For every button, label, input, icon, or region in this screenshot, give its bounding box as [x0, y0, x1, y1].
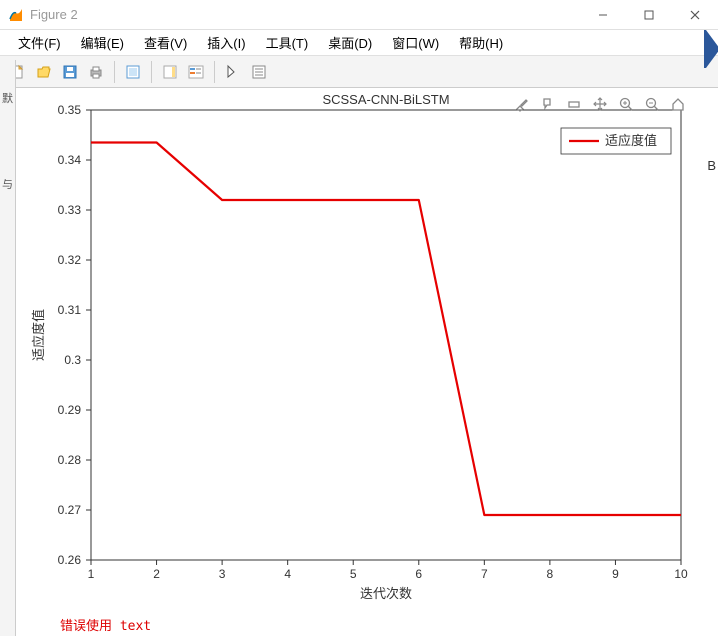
svg-text:2: 2 — [153, 567, 160, 581]
svg-text:0.29: 0.29 — [58, 403, 82, 417]
svg-text:适应度值: 适应度值 — [605, 133, 657, 148]
restore-view-icon[interactable] — [668, 94, 688, 114]
svg-text:7: 7 — [481, 567, 488, 581]
svg-text:适应度值: 适应度值 — [31, 309, 46, 361]
svg-text:0.32: 0.32 — [58, 253, 82, 267]
right-dock-edge — [704, 30, 718, 68]
toolbar-separator — [214, 61, 215, 83]
svg-text:0.33: 0.33 — [58, 203, 82, 217]
brush-icon[interactable] — [512, 94, 532, 114]
figure-window: Figure 2 文件(F) 编辑(E) 查看(V) 插入(I) 工具(T) 桌… — [0, 0, 718, 636]
left-dock-strip: 默 与 — [0, 60, 16, 636]
svg-text:10: 10 — [674, 567, 688, 581]
error-text: 错误使用 text — [60, 615, 151, 634]
svg-text:3: 3 — [219, 567, 226, 581]
rotate-icon[interactable] — [564, 94, 584, 114]
svg-text:0.31: 0.31 — [58, 303, 82, 317]
insert-colorbar-button[interactable] — [158, 60, 182, 84]
svg-text:6: 6 — [415, 567, 422, 581]
menu-help[interactable]: 帮助(H) — [449, 30, 513, 55]
figure-area: 1 2 3 4 5 6 7 8 9 10 0.26 0.27 0.28 0.29 0.3 0.31 0.32 0.… — [16, 88, 718, 636]
maximize-button[interactable] — [626, 0, 672, 30]
svg-text:0.26: 0.26 — [58, 553, 82, 567]
zoom-in-icon[interactable] — [616, 94, 636, 114]
menu-file[interactable]: 文件(F) — [8, 30, 71, 55]
close-button[interactable] — [672, 0, 718, 30]
svg-text:0.35: 0.35 — [58, 103, 82, 117]
open-button[interactable] — [32, 60, 56, 84]
svg-text:迭代次数: 迭代次数 — [360, 586, 412, 601]
menu-desktop[interactable]: 桌面(D) — [318, 30, 382, 55]
menu-view[interactable]: 查看(V) — [134, 30, 197, 55]
svg-text:5: 5 — [350, 567, 357, 581]
toolbar-separator — [151, 61, 152, 83]
window-title: Figure 2 — [30, 7, 580, 22]
svg-text:0.28: 0.28 — [58, 453, 82, 467]
insert-legend-button[interactable] — [184, 60, 208, 84]
datatip-icon[interactable] — [538, 94, 558, 114]
chart[interactable]: 1 2 3 4 5 6 7 8 9 10 0.26 0.27 0.28 0.29 0.3 0.31 0.32 0.… — [16, 88, 716, 616]
minimize-button[interactable] — [580, 0, 626, 30]
svg-text:0.27: 0.27 — [58, 503, 82, 517]
right-edge-letter: B — [707, 158, 716, 173]
save-button[interactable] — [58, 60, 82, 84]
axes-toolbar — [512, 94, 688, 114]
matlab-logo-icon — [8, 7, 24, 23]
left-edge-label2: 与 — [2, 176, 13, 192]
edit-plot-button[interactable] — [221, 60, 245, 84]
svg-text:SCSSA-CNN-BiLSTM: SCSSA-CNN-BiLSTM — [322, 92, 449, 107]
svg-text:1: 1 — [88, 567, 95, 581]
svg-text:0.3: 0.3 — [64, 353, 81, 367]
figure-palette-button[interactable] — [121, 60, 145, 84]
left-edge-label: 默 — [2, 90, 13, 106]
menubar: 文件(F) 编辑(E) 查看(V) 插入(I) 工具(T) 桌面(D) 窗口(W… — [0, 30, 718, 56]
menu-window[interactable]: 窗口(W) — [382, 30, 449, 55]
data-cursor-button[interactable] — [247, 60, 271, 84]
menu-insert[interactable]: 插入(I) — [197, 30, 255, 55]
menu-edit[interactable]: 编辑(E) — [71, 30, 134, 55]
svg-text:4: 4 — [284, 567, 291, 581]
svg-text:0.34: 0.34 — [58, 153, 82, 167]
pan-icon[interactable] — [590, 94, 610, 114]
toolbar-separator — [114, 61, 115, 83]
svg-text:8: 8 — [547, 567, 554, 581]
zoom-out-icon[interactable] — [642, 94, 662, 114]
menu-tools[interactable]: 工具(T) — [256, 30, 319, 55]
toolbar — [0, 56, 718, 88]
print-button[interactable] — [84, 60, 108, 84]
svg-text:9: 9 — [612, 567, 619, 581]
titlebar: Figure 2 — [0, 0, 718, 30]
